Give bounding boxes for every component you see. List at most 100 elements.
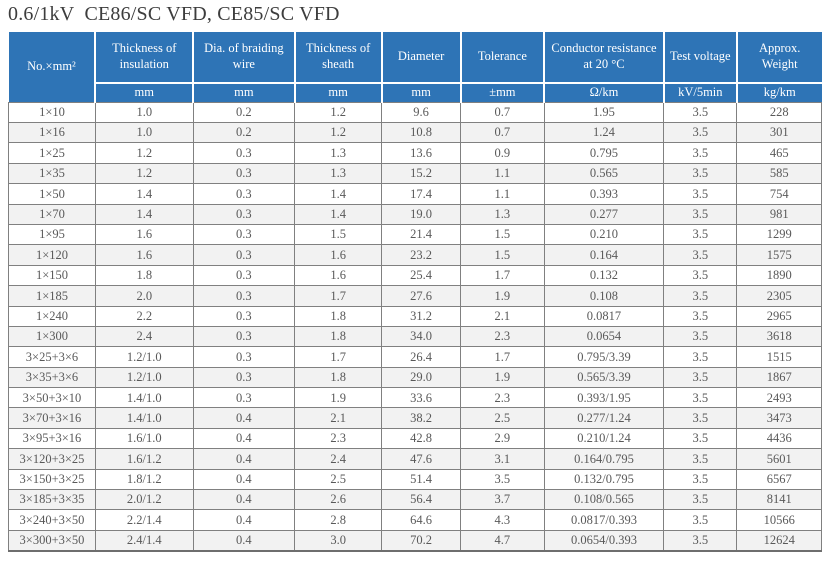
table-cell: 3×120+3×25 [8,448,96,470]
table-cell: 0.565 [543,162,665,185]
table-cell: 1.6 [294,264,383,287]
table-cell: 2.8 [294,509,383,531]
table-cell: 2.0/1.2 [94,489,194,511]
table-cell: 0.277 [543,203,665,225]
spec-table: No.×mm² Thickness of insulation Dia. of … [8,32,822,553]
table-cell: 1.6 [294,244,383,266]
table-cell: 17.4 [381,183,461,205]
table-cell: 8141 [736,489,822,511]
table-cell: 1.95 [543,101,665,124]
table-cell: 3.0 [294,529,383,553]
table-cell: 1×240 [8,305,96,327]
table-cell: 26.4 [381,346,461,368]
table-cell: 1.8 [294,305,383,327]
table-cell: 3×35+3×6 [8,366,96,389]
table-cell: 3.7 [460,489,545,511]
col-header-tolerance: Tolerance [459,32,546,84]
table-cell: 0.7 [460,101,545,124]
table-cell: 4436 [736,427,822,450]
table-cell: 1.8/1.2 [94,468,194,491]
table-row: 1×70 1.4 0.3 1.4 19.0 1.3 0.277 3.5 981 [8,203,822,225]
table-cell: 1.4 [94,183,194,205]
table-cell: 3618 [736,325,822,348]
table-cell: 3.5 [663,325,738,348]
table-cell: 21.4 [381,223,461,246]
table-cell: 1.6 [94,223,194,246]
table-cell: 70.2 [381,529,461,553]
table-cell: 38.2 [381,407,461,429]
table-cell: 9.6 [381,101,461,124]
table-row: 1×25 1.2 0.3 1.3 13.6 0.9 0.795 3.5 465 [8,142,822,164]
table-row: 3×240+3×50 2.2/1.4 0.4 2.8 64.6 4.3 0.0817/0.3… [8,509,822,531]
table-cell: 1867 [736,366,822,389]
table-cell: 1.7 [460,346,545,368]
table-cell: 0.108 [543,285,665,307]
table-cell: 1.2 [94,142,194,164]
table-cell: 4.7 [460,529,545,553]
table-cell: 0.3 [192,183,296,205]
table-cell: 1.3 [460,203,545,225]
table-cell: 1.0 [94,101,194,124]
col-header-size: No.×mm² [8,32,97,103]
table-cell: 1299 [736,223,822,246]
table-cell: 12624 [736,529,822,553]
table-cell: 2.6 [294,489,383,511]
table-cell: 1.9 [294,387,383,409]
table-cell: 2305 [736,285,822,307]
table-cell: 0.2 [192,122,296,144]
table-cell: 3.5 [663,489,738,511]
table-cell: 301 [736,122,822,144]
table-cell: 0.3 [192,264,296,287]
table-cell: 3.5 [663,468,738,491]
table-cell: 3.1 [460,448,545,470]
table-cell: 3×150+3×25 [8,468,96,491]
table-cell: 3.5 [663,264,738,287]
table-cell: 3.5 [663,142,738,164]
table-cell: 228 [736,101,822,124]
table-row: 3×300+3×50 2.4/1.4 0.4 3.0 70.2 4.7 0.0654/0.3… [8,529,822,553]
table-cell: 1.7 [294,285,383,307]
units-row: mm mm mm mm ±mm Ω/km kV/5min kg/km [9,81,822,103]
table-cell: 1.7 [460,264,545,287]
table-cell: 2.5 [294,468,383,491]
table-cell: 0.3 [192,346,296,368]
table-cell: 1.9 [460,366,545,389]
table-cell: 1×25 [8,142,96,164]
table-cell: 1.2 [294,122,383,144]
table-cell: 0.3 [192,325,296,348]
table-cell: 1.6 [94,244,194,266]
table-cell: 3.5 [663,122,738,144]
table-row: 3×70+3×16 1.4/1.0 0.4 2.1 38.2 2.5 0.277/1.24 3… [8,407,822,429]
table-cell: 0.795 [543,142,665,164]
table-cell: 1.5 [294,223,383,246]
table-cell: 0.0654 [543,325,665,348]
table-row: 3×95+3×16 1.6/1.0 0.4 2.3 42.8 2.9 0.210/1.24 3… [8,427,822,450]
table-cell: 0.108/0.565 [543,489,665,511]
table-cell: 6567 [736,468,822,491]
table-cell: 3.5 [663,223,738,246]
table-cell: 1.8 [294,366,383,389]
table-cell: 3.5 [663,509,738,531]
table-cell: 1.3 [294,162,383,185]
table-cell: 1575 [736,244,822,266]
table-cell: 1.1 [460,162,545,185]
table-cell: 3×240+3×50 [8,509,96,531]
unit-cell-test-voltage: kV/5min [662,81,738,103]
table-row: 1×185 2.0 0.3 1.7 27.6 1.9 0.108 3.5 2305 [8,285,822,307]
col-header-conductor-resistance: Conductor resistance at 20 °C [543,32,665,84]
table-cell: 0.132 [543,264,665,287]
table-cell: 29.0 [381,366,461,389]
table-row: 1×16 1.0 0.2 1.2 10.8 0.7 1.24 3.5 301 [8,122,822,144]
table-cell: 0.7 [460,122,545,144]
unit-cell-diameter: mm [380,81,462,103]
unit-cell-insulation: mm [95,81,195,103]
table-cell: 3473 [736,407,822,429]
table-cell: 2.1 [294,407,383,429]
table-row: 3×25+3×6 1.2/1.0 0.3 1.7 26.4 1.7 0.795/3.39 3.… [8,346,822,368]
table-cell: 3.5 [663,162,738,185]
table-cell: 0.164/0.795 [543,448,665,470]
table-cell: 0.4 [192,407,296,429]
table-cell: 3.5 [663,305,738,327]
table-cell: 2.0 [94,285,194,307]
table-cell: 3×25+3×6 [8,346,96,368]
